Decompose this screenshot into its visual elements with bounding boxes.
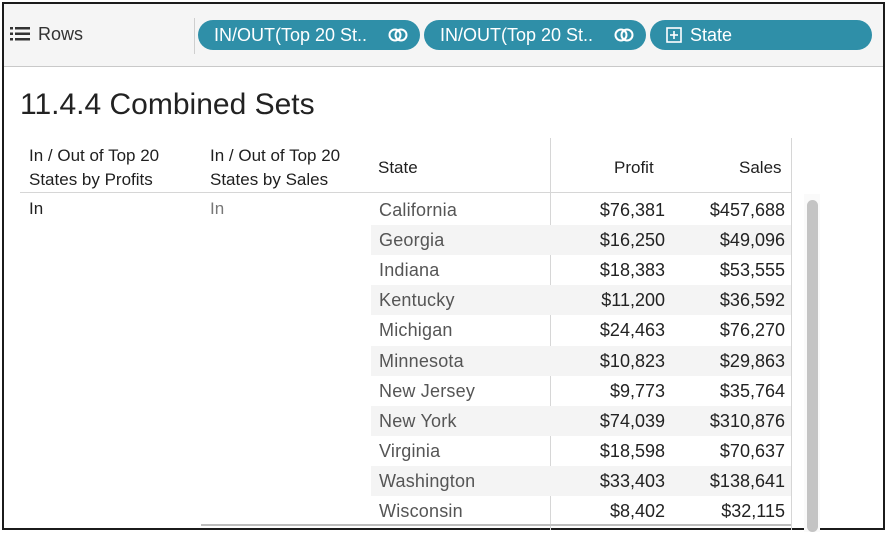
table-row[interactable]: New York $74,039 $310,876 [371, 405, 791, 436]
pill-label: IN/OUT(Top 20 St.. [440, 24, 594, 45]
rows-label: Rows [38, 23, 84, 44]
sales-cell: $70,637 [719, 440, 785, 461]
table-row[interactable]: Washington $33,403 $138,641 [371, 465, 791, 496]
header-state[interactable]: State [378, 158, 418, 177]
sales-cell: $32,115 [721, 501, 785, 521]
pill-in-out-top20-sales[interactable]: IN/OUT(Top 20 St.. [424, 20, 646, 50]
state-cell: New York [379, 410, 457, 431]
rows-shelf: Rows IN/OUT(Top 20 St.. IN/OUT(Top 20 St… [4, 4, 883, 67]
state-cell: New Jersey [379, 380, 476, 401]
pill-label: State [690, 24, 733, 45]
column-divider [791, 138, 792, 530]
plus-box-icon [666, 27, 682, 43]
pill-state[interactable]: State [650, 20, 872, 50]
table-row[interactable]: New Jersey $9,773 $35,764 [371, 376, 791, 406]
column-divider [550, 138, 551, 530]
profits-set-value: In [29, 199, 44, 218]
sales-cell: $49,096 [719, 230, 785, 251]
header-in-out-profits[interactable]: In / Out of Top 20 States by Profits [29, 144, 159, 192]
rows-list-icon [10, 26, 30, 42]
profit-cell: $74,039 [599, 410, 665, 431]
profit-cell: $10,823 [599, 350, 665, 371]
sales-cell: $76,270 [719, 320, 785, 341]
state-cell: Georgia [379, 230, 445, 251]
state-cell: Minnesota [379, 350, 464, 371]
state-cell: Wisconsin [379, 501, 463, 521]
sales-cell: $36,592 [719, 290, 785, 311]
vertical-scrollbar-thumb[interactable] [807, 200, 818, 532]
profit-cell: $9,773 [609, 380, 665, 401]
pill-in-out-top20-profits[interactable]: IN/OUT(Top 20 St.. [198, 20, 420, 50]
table-row[interactable]: Michigan $24,463 $76,270 [371, 315, 791, 345]
shelf-divider [194, 18, 195, 54]
state-cell: Indiana [379, 260, 440, 281]
pill-label: IN/OUT(Top 20 St.. [214, 24, 368, 45]
header-line: In / Out of Top 20 [29, 146, 160, 165]
header-in-out-sales[interactable]: In / Out of Top 20 States by Sales [210, 144, 340, 192]
state-cell: Washington [379, 470, 476, 491]
table-row[interactable]: Virginia $18,598 $70,637 [371, 436, 791, 466]
profit-cell: $8,402 [609, 501, 665, 521]
set-link-icon [388, 28, 408, 42]
rows-shelf-label: Rows [10, 14, 190, 54]
state-cell: Virginia [379, 440, 441, 461]
table-row[interactable]: Indiana $18,383 $53,555 [371, 255, 791, 285]
sheet-title: 11.4.4 Combined Sets [20, 88, 315, 121]
header-line: In / Out of Top 20 [210, 146, 341, 165]
header-sales[interactable]: Sales [739, 158, 782, 177]
state-cell: Michigan [379, 320, 453, 341]
header-line: States by Profits [29, 170, 153, 189]
header-line: States by Sales [210, 170, 329, 189]
sales-cell: $53,555 [719, 260, 785, 281]
table-row[interactable]: California $76,381 $457,688 [371, 195, 791, 225]
table-row[interactable]: Wisconsin $8,402 $32,115 [371, 496, 791, 526]
table-row[interactable]: Georgia $16,250 $49,096 [371, 225, 791, 256]
state-cell: Kentucky [379, 290, 455, 311]
profit-cell: $24,463 [599, 320, 665, 341]
table-bottom-line [201, 524, 791, 526]
sales-cell: $138,641 [709, 470, 785, 491]
table-row[interactable]: Minnesota $10,823 $29,863 [371, 345, 791, 376]
profit-cell: $11,200 [601, 290, 665, 311]
profit-cell: $18,598 [599, 440, 665, 461]
sales-cell: $29,863 [719, 350, 785, 371]
profit-cell: $18,383 [599, 260, 665, 281]
profit-cell: $33,403 [599, 470, 665, 491]
sales-cell: $310,876 [709, 410, 785, 431]
header-profit[interactable]: Profit [614, 158, 654, 177]
profit-cell: $76,381 [599, 200, 665, 220]
set-link-icon [614, 28, 634, 42]
sales-cell: $35,764 [719, 380, 785, 401]
profit-cell: $16,250 [599, 230, 665, 251]
header-divider [20, 192, 792, 193]
table-row[interactable]: Kentucky $11,200 $36,592 [371, 285, 791, 316]
state-cell: California [379, 200, 458, 220]
sales-set-value: In [210, 199, 225, 218]
sales-cell: $457,688 [709, 200, 785, 220]
